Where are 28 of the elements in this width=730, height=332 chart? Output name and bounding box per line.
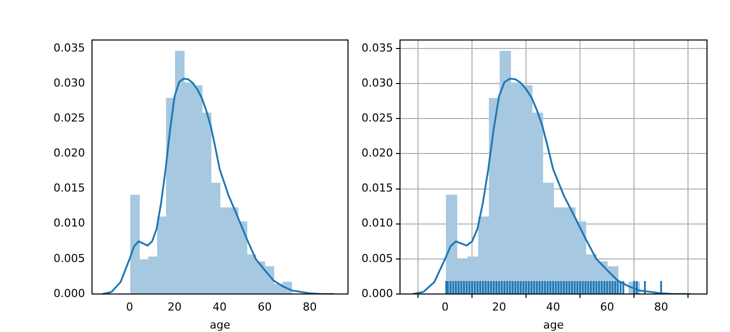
y-tick-label: 0.035 bbox=[54, 41, 85, 54]
x-tick-label: 40 bbox=[546, 300, 560, 314]
x-axis-title: age bbox=[543, 318, 564, 332]
x-tick-label: 80 bbox=[654, 300, 668, 314]
y-tick-label: 0.030 bbox=[54, 76, 85, 90]
y-tick-label: 0.020 bbox=[362, 146, 393, 160]
x-tick-label: 60 bbox=[600, 300, 614, 314]
y-tick-label: 0.005 bbox=[362, 252, 393, 265]
y-tick-label: 0.015 bbox=[54, 182, 85, 195]
y-tick-label: 0.005 bbox=[54, 252, 85, 265]
x-tick-label: 80 bbox=[302, 300, 317, 314]
x-tick-label: 0 bbox=[126, 300, 134, 314]
x-tick-label: 40 bbox=[212, 300, 227, 314]
y-tick-label: 0.010 bbox=[54, 216, 85, 230]
y-tick-label: 0.035 bbox=[362, 41, 393, 54]
y-tick-label: 0.030 bbox=[362, 76, 393, 90]
y-tick-label: 0.000 bbox=[362, 286, 393, 300]
x-axis-title: age bbox=[210, 318, 230, 332]
x-tick-label: 20 bbox=[492, 300, 506, 314]
y-tick-label: 0.020 bbox=[54, 146, 85, 160]
y-tick-label: 0.025 bbox=[362, 111, 393, 124]
y-tick-label: 0.015 bbox=[362, 182, 393, 195]
x-tick-label: 20 bbox=[168, 300, 182, 314]
y-tick-label: 0.025 bbox=[54, 111, 85, 124]
y-tick-label: 0.010 bbox=[362, 216, 393, 230]
x-tick-label: 0 bbox=[442, 300, 449, 314]
y-tick-label: 0.000 bbox=[54, 286, 85, 300]
x-tick-label: 60 bbox=[258, 300, 272, 314]
